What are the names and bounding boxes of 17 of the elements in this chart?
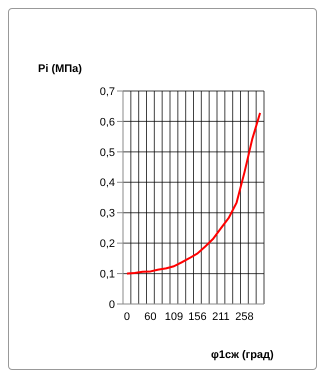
x-tick-label: 211 (212, 310, 230, 323)
y-tick-label: 0,3 (100, 208, 115, 220)
y-tick-label: 0 (108, 298, 115, 311)
x-tick-label: 258 (235, 310, 254, 323)
y-tick-label: 0,4 (100, 177, 115, 190)
y-tick-label: 0,5 (100, 146, 115, 159)
x-axis-title: φ1сж (град) (211, 349, 274, 361)
y-axis-title: Pi (МПа) (38, 63, 82, 75)
x-tick-label: 156 (188, 310, 207, 323)
x-tick-label: 60 (144, 310, 157, 323)
y-tick-label: 0,7 (100, 86, 115, 98)
x-tick-label: 109 (164, 310, 184, 323)
y-tick-label: 0,6 (100, 116, 115, 128)
y-tick-label: 0,1 (100, 268, 115, 280)
line-series (126, 112, 262, 275)
x-tick-label: 0 (124, 310, 130, 323)
y-tick-label: 0,2 (100, 238, 115, 250)
